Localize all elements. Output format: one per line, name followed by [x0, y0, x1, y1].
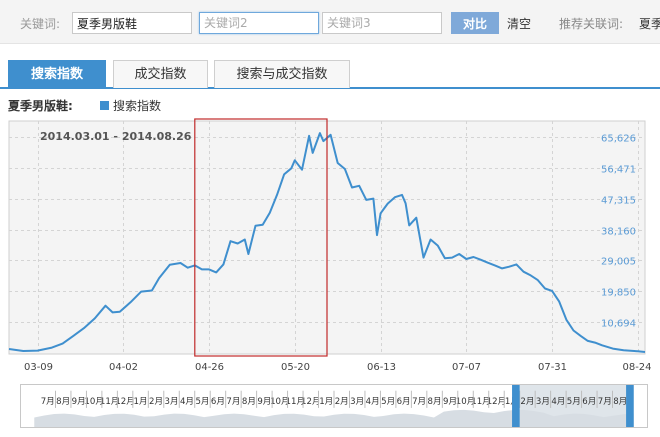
timeline-month-label: 4月 — [551, 396, 565, 407]
timeline-month-label: 11月 — [471, 396, 490, 407]
selection-highlight-box — [194, 118, 328, 357]
timeline-month-label: 10月 — [270, 396, 290, 407]
y-tick-label: 38,160 — [601, 227, 636, 238]
search-index-chart: 65,626 56,471 47,315 38,160 29,005 19,850 10,6… — [8, 118, 652, 373]
timeline-right-handle[interactable] — [626, 385, 634, 427]
timeline-month-label: 8月 — [428, 396, 442, 407]
timeline-month-label: 9月 — [443, 396, 457, 407]
timeline-month-label: 3月 — [165, 396, 179, 407]
x-tick-label: 07-07 — [452, 362, 481, 373]
timeline-month-label: 11月 — [100, 396, 120, 407]
timeline-month-label: 12月 — [301, 396, 321, 407]
series-keyword: 夏季男版鞋: — [8, 99, 73, 113]
timeline-month-label: 7月 — [412, 396, 426, 407]
x-tick-label: 06-13 — [367, 362, 396, 373]
y-tick-label: 19,850 — [601, 288, 636, 299]
series-line-search-index — [8, 132, 646, 353]
search-toolbar: 关键词: 对比 清空 推荐关联词: 夏季 — [0, 0, 660, 44]
timeline-month-label: 4月 — [366, 396, 380, 407]
timeline-month-label: 11月 — [286, 396, 305, 407]
x-tick-label: 04-02 — [109, 362, 138, 373]
timeline-month-label: 8月 — [56, 396, 70, 407]
keyword1-input[interactable] — [72, 12, 192, 34]
timeline-month-label: 8月 — [613, 396, 627, 407]
timeline-month-label: 5月 — [567, 396, 581, 407]
timeline-month-label: 1月 — [505, 396, 519, 407]
timeline-month-label: 2月 — [149, 396, 163, 407]
y-tick-label: 47,315 — [601, 196, 636, 207]
timeline-month-label: 7月 — [226, 396, 240, 407]
legend-label: 搜索指数 — [113, 99, 162, 113]
timeline-month-label: 6月 — [211, 396, 225, 407]
x-tick-label: 05-20 — [281, 362, 310, 373]
timeline-month-label: 12月 — [115, 396, 135, 407]
keyword3-input[interactable] — [322, 12, 442, 34]
timeline-month-label: 4月 — [180, 396, 194, 407]
compare-button[interactable]: 对比 — [451, 12, 499, 34]
timeline-left-handle[interactable] — [512, 385, 520, 427]
tab-trade-index[interactable]: 成交指数 — [113, 60, 208, 88]
tab-search-index[interactable]: 搜索指数 — [8, 60, 106, 88]
y-tick-label: 29,005 — [601, 257, 636, 268]
legend-swatch — [100, 101, 109, 110]
timeline-month-label: 8月 — [242, 396, 256, 407]
timeline-month-label: 9月 — [72, 396, 86, 407]
index-tabs: 搜索指数 成交指数 搜索与成交指数 — [0, 60, 660, 89]
timeline-month-label: 7月 — [41, 396, 55, 407]
tab-search-trade-index[interactable]: 搜索与成交指数 — [214, 60, 350, 88]
timeline-month-label: 12月 — [487, 396, 506, 407]
timeline-month-label: 6月 — [397, 396, 411, 407]
x-tick-label: 07-31 — [538, 362, 567, 373]
timeline-month-label: 1月 — [134, 396, 148, 407]
timeline-month-label: 3月 — [536, 396, 550, 407]
y-tick-label: 10,694 — [601, 319, 636, 330]
timeline-month-label: 10月 — [84, 396, 104, 407]
clear-link[interactable]: 清空 — [507, 17, 532, 31]
timeline-month-label: 5月 — [381, 396, 395, 407]
recommend-item[interactable]: 夏季 — [639, 17, 660, 31]
timeline-month-label: 5月 — [195, 396, 209, 407]
keyword2-input[interactable] — [199, 12, 319, 34]
y-tick-label: 65,626 — [601, 134, 636, 145]
timeline-month-label: 9月 — [257, 396, 271, 407]
x-tick-label: 03-09 — [24, 362, 53, 373]
x-tick-label: 04-26 — [195, 362, 224, 373]
x-tick-label: 08-24 — [622, 362, 651, 373]
keyword-label: 关键词: — [20, 17, 61, 31]
date-range-label: 2014.03.01 - 2014.08.26 — [40, 130, 192, 143]
timeline-month-label: 1月 — [319, 396, 333, 407]
timeline-month-label: 6月 — [582, 396, 596, 407]
timeline-mini-area — [34, 409, 634, 427]
timeline-month-label: 2月 — [335, 396, 349, 407]
timeline-month-label: 7月 — [598, 396, 612, 407]
y-tick-label: 56,471 — [601, 165, 636, 176]
timeline-month-label: 10月 — [456, 396, 475, 407]
timeline-month-label: 3月 — [350, 396, 364, 407]
timeline-month-label: 2月 — [520, 396, 534, 407]
recommend-label: 推荐关联词: — [559, 17, 624, 31]
